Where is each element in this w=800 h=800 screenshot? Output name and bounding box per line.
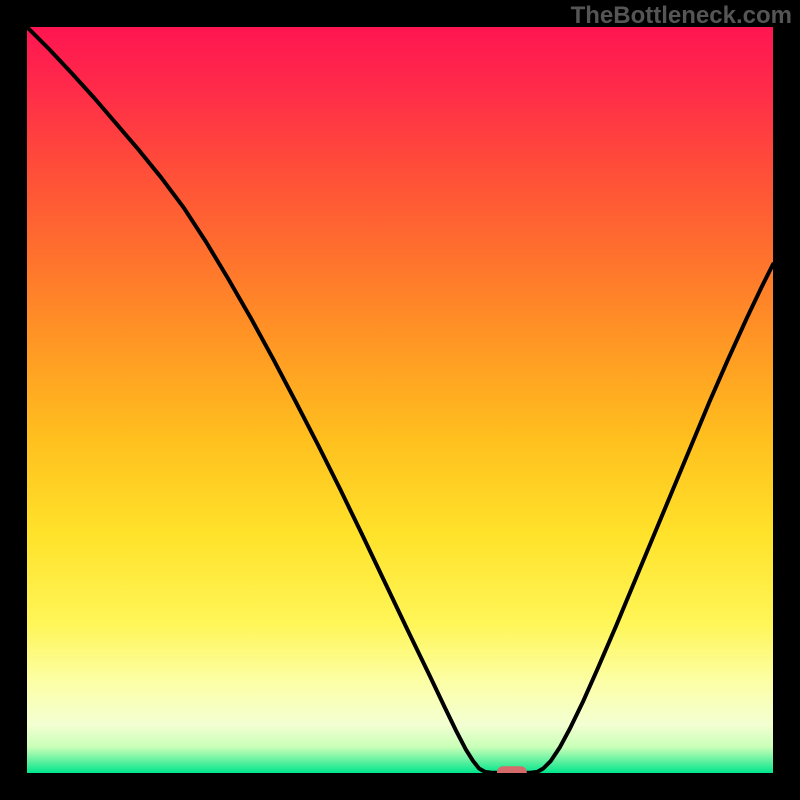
plot-background [27, 27, 773, 773]
min-marker [497, 766, 527, 773]
chart-frame: { "watermark": { "text": "TheBottleneck.… [0, 0, 800, 800]
plot-area [27, 27, 773, 773]
watermark-text: TheBottleneck.com [571, 2, 792, 30]
chart-svg [27, 27, 773, 773]
